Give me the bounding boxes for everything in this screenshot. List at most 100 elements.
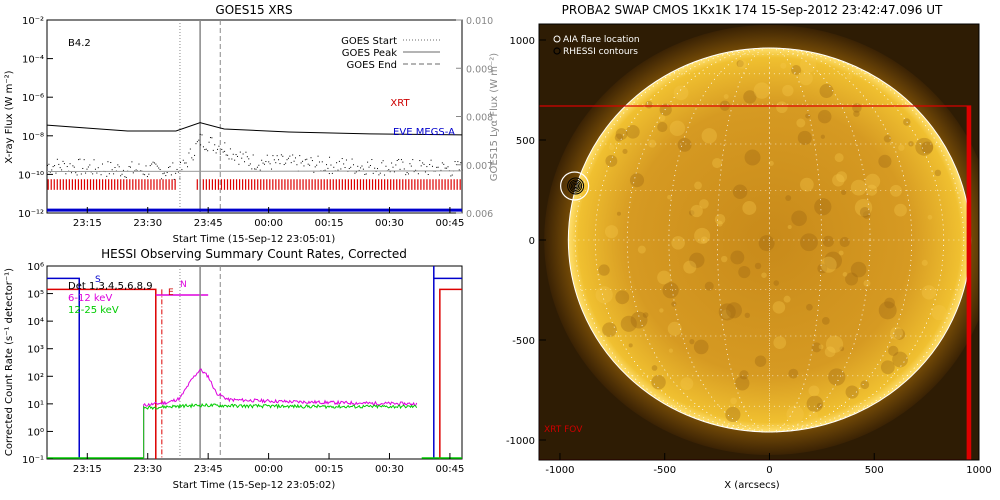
goes-low-channel-point	[78, 159, 80, 161]
goes-low-channel-point	[441, 162, 443, 164]
goes-low-channel-point	[424, 171, 426, 173]
goes-low-channel-point	[314, 166, 316, 168]
hessi-y-tick-label: 10⁵	[27, 290, 44, 301]
bright-patch	[865, 173, 881, 189]
dark-patch	[828, 368, 846, 386]
goes-low-channel-point	[317, 155, 319, 157]
dark-patch	[671, 301, 677, 307]
xrt-fov-box	[539, 105, 972, 460]
goes-low-channel-point	[396, 159, 398, 161]
goes-event-lines	[179, 20, 221, 213]
hessi-x-tick-label: 00:00	[254, 464, 283, 475]
goes-low-channel-point	[227, 154, 229, 156]
goes-low-channel-point	[255, 168, 257, 170]
goes-low-channel-point	[333, 166, 335, 168]
dark-patch	[892, 351, 908, 368]
bright-patch	[931, 304, 947, 321]
dark-patch	[814, 198, 832, 216]
goes-low-channel-point	[125, 176, 127, 178]
hessi-legend-12-25: 12-25 keV	[68, 305, 119, 316]
bright-patch	[787, 224, 792, 230]
dark-patch	[689, 339, 695, 345]
goes-low-channel-point	[292, 154, 294, 156]
goes-low-channel-point	[97, 167, 99, 169]
goes-low-channel-point	[429, 164, 431, 166]
goes-low-channel-point	[385, 165, 387, 167]
swap-y-tick-label: 1000	[510, 36, 535, 47]
bright-patch	[838, 250, 844, 256]
dark-patch	[651, 365, 658, 371]
heliographic-grid	[568, 47, 971, 433]
goes-low-channel-point	[371, 159, 373, 161]
goes-low-channel-point	[152, 161, 154, 163]
bright-patch	[889, 184, 902, 197]
dark-patch	[816, 402, 823, 409]
dark-patch	[754, 262, 762, 270]
hessi-x-tick-label: 23:30	[133, 464, 162, 475]
goes-low-channel-point	[415, 169, 417, 171]
goes-low-channel-point	[52, 166, 54, 168]
goes-low-channel-point	[55, 172, 57, 174]
hessi-legend-det: Det 1,3,4,5,6,8,9	[68, 281, 153, 292]
goes-low-channel-point	[158, 167, 160, 169]
goes-low-channel-point	[94, 168, 96, 170]
goes-low-channel-point	[430, 159, 432, 161]
goes-low-channel-point	[355, 171, 357, 173]
bright-patch	[866, 184, 878, 196]
goes-low-channel-point	[309, 164, 311, 166]
goes-y2-tick-label: 0.007	[466, 161, 493, 172]
goes-series-line-solid-grey	[46, 170, 463, 173]
goes-low-channel-point	[302, 160, 304, 162]
goes-low-channel-point	[51, 169, 53, 171]
dark-patch	[718, 303, 736, 321]
goes-low-channel-point	[300, 162, 302, 164]
goes-low-channel-point	[222, 151, 224, 153]
goes-low-channel-point	[76, 174, 78, 176]
goes-low-channel-point	[328, 173, 330, 175]
goes-low-channel-point	[86, 168, 88, 170]
goes-low-channel-point	[138, 163, 140, 165]
dark-patch	[744, 312, 750, 319]
goes-low-channel-point	[181, 169, 183, 171]
dark-patch	[915, 137, 934, 156]
goes-low-channel-point	[348, 168, 350, 170]
dark-patch	[884, 297, 895, 309]
swap-y-tick-label: 500	[516, 136, 535, 147]
goes-low-channel-point	[381, 162, 383, 164]
goes-low-channel-point	[395, 164, 397, 166]
goes-low-channel-point	[142, 173, 144, 175]
bright-patch	[668, 348, 674, 353]
rhessi-contour	[567, 177, 585, 195]
goes-low-channel-point	[402, 161, 404, 163]
goes-low-channel-point	[48, 163, 50, 165]
goes-low-channel-point	[56, 158, 58, 160]
goes-low-channel-point	[120, 175, 122, 177]
goes-low-channel-point	[351, 158, 353, 160]
bright-patch	[786, 405, 804, 424]
goes-low-channel-point	[235, 154, 237, 156]
bright-patch	[863, 279, 871, 287]
bright-patch	[683, 260, 697, 274]
hessi-y-tick-label: 10¹	[27, 400, 44, 411]
bright-patch	[921, 285, 937, 300]
goes-low-channel-point	[224, 150, 226, 152]
dark-patch	[921, 141, 934, 154]
goes-low-channel-point	[205, 148, 207, 150]
flag-s-label: S	[95, 275, 101, 285]
goes-low-channel-point	[146, 176, 148, 178]
goes-low-channel-point	[419, 160, 421, 162]
goes-low-channel-point	[49, 171, 51, 173]
hessi-x-tick-label: 00:15	[315, 464, 344, 475]
goes-low-channel-point	[176, 168, 178, 170]
bright-patch	[637, 245, 646, 254]
goes-low-channel-point	[393, 171, 395, 173]
goes-low-channel-point	[278, 159, 280, 161]
dark-patch	[791, 65, 802, 76]
label-xrt: XRT	[390, 98, 410, 109]
goes-low-channel-point	[341, 158, 343, 160]
goes-legend-label: GOES End	[347, 60, 397, 71]
goes-low-channel-point	[417, 173, 419, 175]
goes-low-channel-point	[248, 164, 250, 166]
goes-low-channel-point	[361, 165, 363, 167]
goes-y-tick-label: 10⁻⁶	[22, 93, 44, 104]
